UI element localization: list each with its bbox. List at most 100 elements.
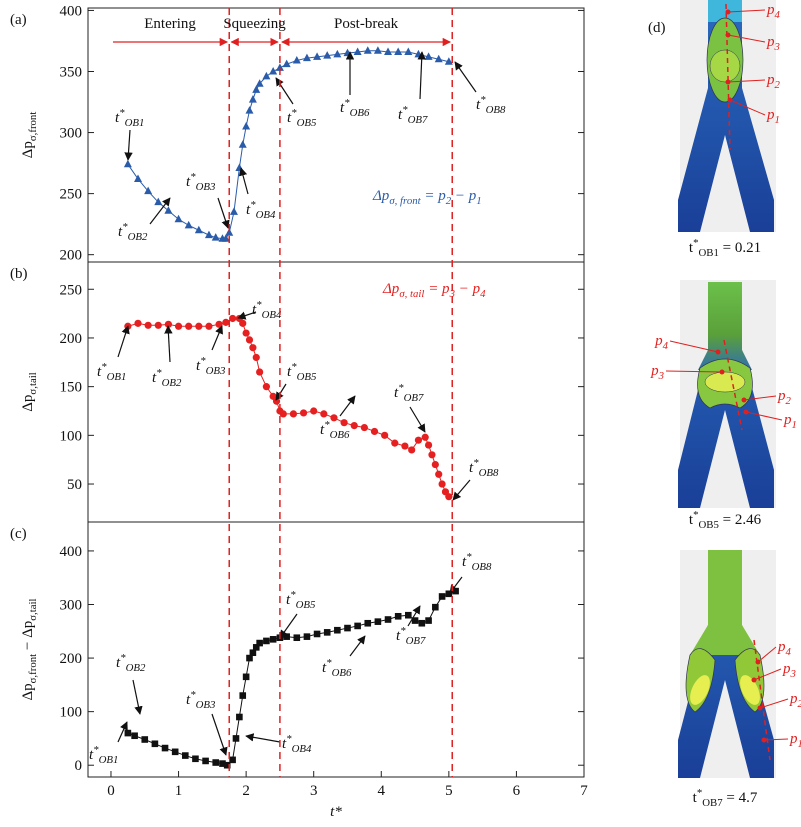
annotation-part: OB4 — [262, 309, 282, 321]
annotation: t*OB7 — [398, 104, 428, 126]
annotation-part: t — [152, 370, 157, 386]
annotation: t*OB1 — [89, 744, 118, 766]
point-label-part: 1 — [775, 114, 780, 126]
data-point — [418, 619, 426, 627]
pointer — [669, 340, 719, 353]
annotation-arrow — [211, 713, 228, 756]
data-point — [229, 756, 236, 764]
annotation-arrow — [409, 406, 426, 433]
data-point — [174, 322, 183, 330]
data-point — [262, 71, 271, 80]
y-axis-label-part: Δp — [20, 141, 36, 158]
x-tick-label: 4 — [378, 783, 386, 799]
point-label-part: 3 — [658, 370, 665, 382]
panel-label: (d) — [648, 20, 666, 36]
point-label-part: p — [789, 691, 798, 707]
data-point — [350, 421, 358, 430]
data-point — [424, 441, 433, 449]
annotation-part: * — [101, 361, 107, 373]
point-label-part: 1 — [798, 738, 801, 750]
data-point — [434, 54, 443, 63]
annotation-part: OB1 — [99, 754, 119, 766]
annotation-part: * — [122, 221, 128, 233]
annotation-arrow — [349, 635, 366, 657]
point-label-part: p — [777, 388, 786, 404]
annotation-part: OB8 — [486, 104, 506, 116]
plot-frame — [87, 261, 585, 523]
annotation-part: t — [469, 460, 474, 476]
annotation-part: OB5 — [297, 371, 317, 383]
annotation-arrow — [117, 721, 128, 743]
annotation-part: OB5 — [296, 599, 316, 611]
pointer — [753, 668, 782, 681]
annotation-part: t — [116, 655, 121, 671]
annotation-part: OB6 — [330, 429, 350, 441]
annotation: t*OB2 — [116, 652, 146, 674]
annotation-part: * — [326, 657, 332, 669]
annotation: t*OB7 — [394, 382, 424, 404]
data-point — [195, 322, 203, 330]
annotation: t*OB8 — [462, 551, 492, 573]
data-point — [394, 47, 403, 55]
annotation-arrow — [245, 733, 281, 743]
annotation: t*OB6 — [340, 97, 370, 119]
y-tick-label: 200 — [60, 331, 83, 347]
equation-part: = p — [424, 281, 450, 297]
data-point — [432, 603, 439, 611]
annotation-arrow — [211, 325, 223, 351]
x-tick-label: 6 — [513, 783, 521, 799]
data-point — [202, 757, 209, 765]
annotation-part: t — [246, 202, 251, 218]
annotation-arrow — [124, 129, 133, 161]
annotation-part: t — [186, 174, 191, 190]
annotation-part: t — [89, 747, 94, 763]
data-point — [370, 427, 379, 436]
data-point — [445, 590, 453, 598]
point-label-part: p — [789, 731, 798, 747]
y-axis-label-part: σ,tail — [27, 372, 39, 394]
annotation-part: * — [344, 97, 350, 109]
data-point — [424, 52, 433, 60]
data-point — [235, 163, 244, 171]
annotation-arrow — [275, 77, 294, 105]
equation: Δpσ, tail = p3 − p4 — [382, 281, 486, 300]
data-point — [238, 140, 247, 148]
data-point — [245, 336, 254, 344]
x-tick-label: 3 — [310, 783, 318, 799]
point-label-part: 4 — [775, 9, 781, 21]
data-point — [154, 321, 162, 329]
annotation-part: t — [282, 736, 287, 752]
equation-part: = p — [421, 188, 447, 204]
data-point — [151, 740, 159, 748]
data-point — [340, 419, 348, 427]
data-point — [438, 480, 446, 488]
data-point — [323, 51, 332, 59]
annotation: t*OB7 — [396, 625, 426, 647]
annotation-part: OB8 — [472, 561, 492, 573]
data-point — [405, 611, 412, 619]
data-point — [444, 57, 453, 65]
y-tick-label: 50 — [67, 477, 82, 493]
data-point — [363, 46, 372, 54]
annotation-part: OB2 — [128, 231, 148, 243]
y-tick-label: 100 — [60, 705, 83, 721]
data-point — [408, 446, 416, 454]
data-point — [344, 624, 351, 632]
point-label: p3 — [782, 661, 797, 680]
equation: Δpσ, front = p2 − p1 — [372, 188, 482, 207]
data-point — [239, 692, 247, 699]
data-point — [313, 630, 321, 638]
data-point — [394, 612, 402, 620]
data-point — [249, 649, 257, 657]
annotation-part: t — [462, 554, 467, 570]
data-point — [221, 234, 230, 242]
y-axis-label-part: σ,front — [27, 112, 39, 142]
annotation-part: t — [476, 97, 481, 113]
annotation-arrow — [217, 197, 230, 229]
annotation-part: t — [115, 110, 120, 126]
data-point — [283, 633, 290, 640]
x-tick-label: 7 — [580, 783, 588, 799]
data-point — [239, 319, 247, 327]
data-point — [292, 56, 301, 64]
data-point — [414, 436, 423, 444]
